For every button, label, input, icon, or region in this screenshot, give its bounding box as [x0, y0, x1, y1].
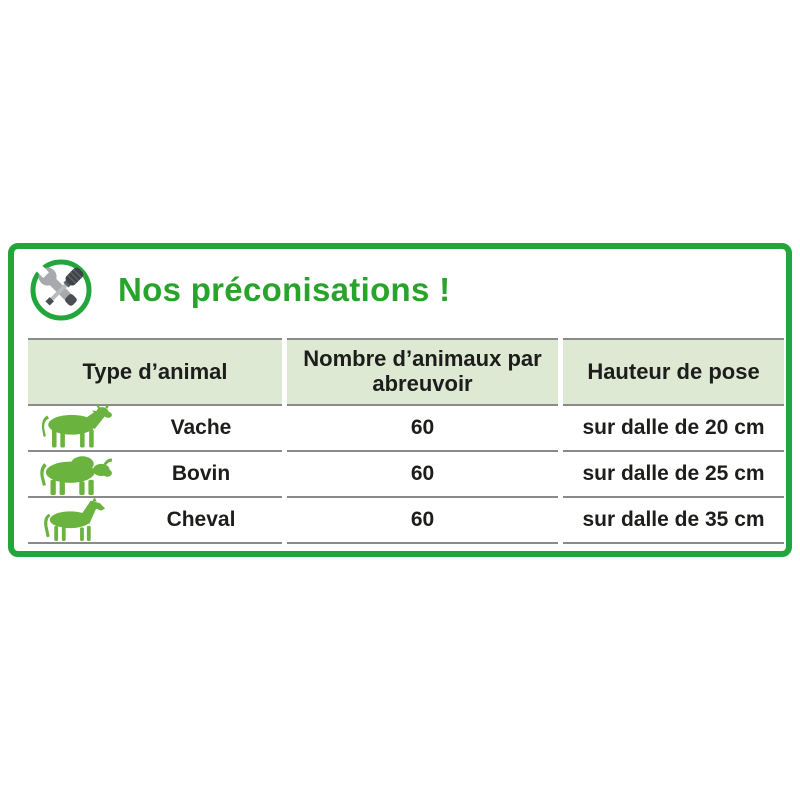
table-row-bovin-count: 60 — [287, 452, 558, 498]
tools-icon — [30, 259, 92, 321]
table-row-cheval-animal: Cheval — [28, 496, 282, 544]
panel-header: Nos préconisations ! — [28, 257, 450, 323]
header-animals-per-trough: Nombre d’animaux par abreuvoir — [287, 338, 558, 406]
table-row-cheval-count: 60 — [287, 498, 558, 544]
recommendations-table: Type d’animal Nombre d’animaux par abreu… — [28, 338, 784, 544]
header-animal-type: Type d’animal — [28, 338, 282, 406]
animal-label: Vache — [170, 416, 232, 439]
header-installation-height: Hauteur de pose — [563, 338, 784, 406]
animal-label: Bovin — [171, 462, 231, 485]
table-row-vache-height: sur dalle de 20 cm — [563, 406, 784, 452]
bull-icon — [40, 455, 112, 495]
table-row-bovin-animal: Bovin — [28, 452, 282, 498]
table-row-cheval-height: sur dalle de 35 cm — [563, 498, 784, 544]
table-row-vache-count: 60 — [287, 406, 558, 452]
cow-icon — [41, 404, 112, 447]
table-row-vache-animal: Vache — [28, 404, 282, 452]
animal-label: Cheval — [166, 508, 236, 531]
screwdriver-icon — [45, 267, 84, 306]
page-title: Nos préconisations ! — [118, 271, 451, 308]
table-row-bovin-height: sur dalle de 25 cm — [563, 452, 784, 498]
horse-icon — [44, 496, 106, 541]
recommendations-panel: Nos préconisations ! Type d’animal Nombr… — [8, 243, 792, 557]
